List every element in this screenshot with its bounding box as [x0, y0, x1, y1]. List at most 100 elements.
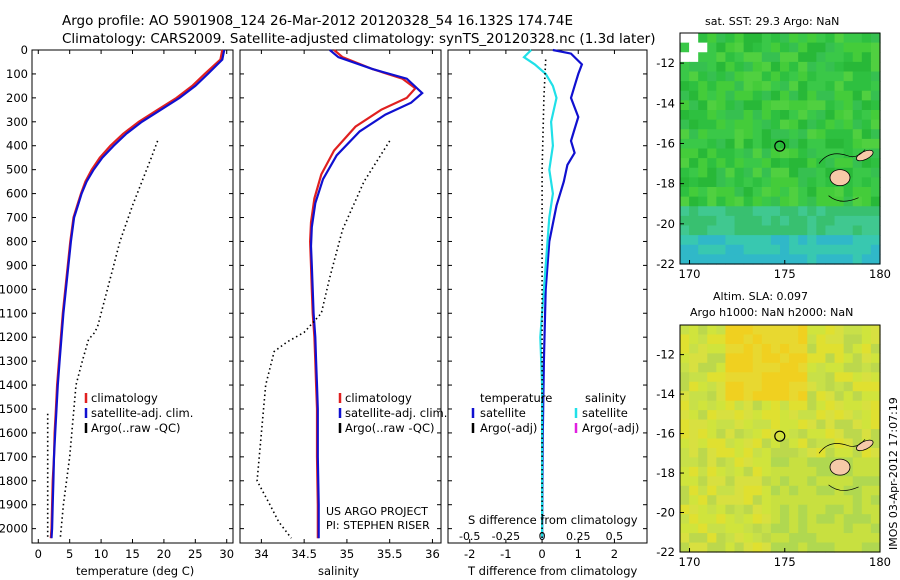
map-cell	[743, 33, 754, 44]
map-cell	[834, 110, 845, 121]
map-cell	[780, 215, 790, 227]
sst-map-panel: 170 175 180 -12 -14 -16 -18 -20 -22	[656, 32, 891, 281]
map-cell	[870, 215, 881, 227]
map-cell	[761, 235, 772, 246]
map-cell	[725, 235, 736, 246]
map-cell	[707, 400, 717, 411]
map-cell	[761, 81, 772, 92]
map-cell	[798, 410, 808, 421]
map-cell	[807, 129, 817, 140]
map-cell	[843, 42, 854, 53]
y-tick-label: -14	[656, 96, 675, 110]
map-cell	[743, 81, 754, 92]
map-cell	[734, 100, 745, 111]
y-tick-label: 700	[6, 211, 28, 225]
map-cell	[870, 429, 881, 440]
map-cell	[861, 61, 872, 73]
map-cell	[870, 495, 881, 506]
map-cell	[680, 325, 690, 336]
diff-x-label: T difference from climatology	[467, 564, 638, 578]
map-cell	[861, 254, 872, 265]
map-cell	[716, 343, 727, 354]
map-cell	[834, 410, 845, 421]
map-cell	[734, 476, 745, 487]
map-cell	[834, 495, 845, 506]
x-tick-label: 35	[340, 547, 355, 561]
map-cell	[861, 485, 872, 496]
map-cell	[789, 196, 799, 207]
map-cell	[698, 353, 708, 364]
map-cell	[680, 391, 690, 402]
map-cell	[725, 110, 736, 121]
map-cell	[861, 476, 872, 487]
map-cell	[743, 119, 754, 130]
x-tick-label: 1	[575, 547, 582, 561]
map-cell	[707, 177, 717, 188]
map-cell	[816, 100, 827, 111]
map-cell	[780, 400, 790, 411]
map-cell	[798, 177, 808, 188]
map-cell	[834, 254, 845, 265]
map-cell	[789, 495, 799, 506]
map-cell	[816, 334, 827, 345]
map-cell	[734, 372, 745, 383]
x-tick-label: 35.5	[377, 547, 403, 561]
map-cell	[843, 187, 854, 198]
map-cell	[734, 429, 745, 440]
map-cell	[743, 138, 754, 150]
map-cell	[680, 476, 690, 487]
map-cell	[861, 187, 872, 198]
map-cell	[825, 325, 836, 336]
map-cell	[789, 419, 799, 430]
y-tick-label: 1600	[0, 426, 28, 440]
map-cell	[734, 343, 745, 354]
map-cell	[680, 148, 690, 159]
map-cell	[716, 167, 727, 178]
map-cell	[789, 391, 799, 402]
project-label: US ARGO PROJECT	[326, 505, 428, 518]
temperature-panel: 0 5 10 15 20 25 300100200300400500600700800900…	[0, 43, 234, 561]
map-cell	[870, 177, 881, 188]
map-cell	[770, 495, 781, 506]
map-cell	[698, 343, 708, 354]
map-cell	[707, 343, 717, 354]
y-tick-label: 1400	[0, 378, 28, 392]
map-cell	[798, 196, 808, 207]
map-cell	[789, 523, 799, 534]
map-cell	[752, 119, 763, 130]
y-tick-label: -20	[656, 506, 675, 520]
map-cell	[716, 81, 727, 92]
map-cell	[789, 485, 799, 496]
map-cell	[752, 466, 763, 477]
map-cell	[807, 206, 817, 217]
map-cell	[707, 100, 717, 111]
map-cell	[761, 514, 772, 525]
map-cell	[807, 33, 817, 44]
argo-position-marker	[774, 430, 786, 442]
map-cell	[734, 438, 745, 449]
map-cell	[834, 52, 845, 63]
map-cell	[689, 447, 699, 459]
map-cell	[780, 81, 790, 92]
map-cell	[780, 504, 790, 515]
map-cell	[834, 523, 845, 534]
map-cell	[752, 42, 763, 53]
map-cell	[743, 148, 754, 159]
map-cell	[689, 514, 699, 525]
x-tick-label: 0	[35, 547, 42, 561]
map-cell	[780, 42, 790, 53]
map-cell	[843, 504, 854, 515]
map-cell	[743, 533, 754, 544]
map-cell	[752, 158, 763, 169]
map-cell	[752, 457, 763, 468]
map-cell	[734, 325, 745, 336]
map-cell	[789, 52, 799, 63]
map-cell	[680, 523, 690, 534]
map-cell	[861, 400, 872, 411]
map-cell	[825, 514, 836, 525]
map-cell	[716, 100, 727, 111]
map-cell	[707, 71, 717, 82]
map-cell	[680, 362, 690, 373]
map-cell	[707, 410, 717, 421]
map-cell	[816, 158, 827, 169]
